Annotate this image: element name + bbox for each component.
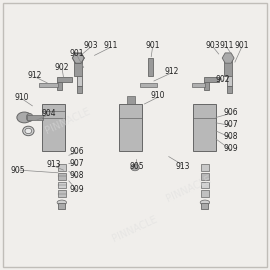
Text: 913: 913: [47, 160, 61, 169]
Text: 909: 909: [224, 144, 238, 153]
Text: 905: 905: [129, 161, 144, 171]
Text: 908: 908: [70, 171, 84, 180]
Bar: [77, 76, 82, 86]
Text: 910: 910: [151, 91, 165, 100]
Bar: [58, 203, 65, 209]
Bar: [204, 77, 219, 82]
Bar: [57, 82, 62, 90]
Text: 902: 902: [215, 75, 230, 84]
Text: 902: 902: [55, 63, 69, 72]
Text: 901: 901: [234, 41, 249, 50]
FancyBboxPatch shape: [42, 104, 65, 151]
Bar: [201, 182, 209, 188]
Text: PINNACLE: PINNACLE: [165, 174, 213, 204]
Bar: [127, 96, 135, 108]
Bar: [201, 203, 208, 209]
Text: 907: 907: [224, 120, 238, 129]
Bar: [39, 83, 58, 87]
Ellipse shape: [23, 126, 34, 136]
Text: 911: 911: [220, 41, 234, 50]
Ellipse shape: [200, 200, 210, 205]
Bar: [224, 58, 232, 76]
Ellipse shape: [128, 115, 134, 120]
Bar: [192, 83, 205, 87]
Text: 912: 912: [28, 71, 42, 80]
Text: 906: 906: [70, 147, 84, 156]
Ellipse shape: [17, 112, 32, 123]
Text: 912: 912: [164, 67, 179, 76]
Text: PINNACLE: PINNACLE: [43, 107, 92, 136]
Bar: [74, 58, 82, 76]
Text: 908: 908: [224, 132, 238, 141]
Text: 907: 907: [70, 159, 84, 168]
Ellipse shape: [57, 200, 67, 205]
Text: 901: 901: [70, 49, 84, 59]
FancyBboxPatch shape: [193, 104, 216, 151]
Bar: [58, 182, 66, 188]
Text: 903: 903: [206, 41, 221, 50]
Text: 903: 903: [83, 41, 98, 50]
Bar: [140, 83, 157, 87]
Ellipse shape: [25, 128, 32, 134]
Text: PINNACLE: PINNACLE: [111, 215, 159, 244]
Text: 913: 913: [175, 161, 190, 171]
Text: 906: 906: [224, 107, 238, 117]
FancyBboxPatch shape: [119, 104, 142, 151]
Text: 904: 904: [41, 109, 56, 118]
Text: 901: 901: [145, 41, 160, 50]
Bar: [227, 76, 232, 86]
Bar: [58, 164, 66, 171]
Bar: [227, 86, 232, 93]
Bar: [201, 173, 209, 180]
Bar: [77, 86, 82, 93]
Ellipse shape: [131, 164, 139, 171]
Bar: [57, 77, 72, 82]
Ellipse shape: [125, 112, 137, 124]
Bar: [201, 190, 209, 197]
Polygon shape: [222, 53, 234, 63]
Text: 911: 911: [103, 41, 118, 50]
Polygon shape: [72, 53, 84, 63]
Text: 909: 909: [70, 184, 84, 194]
Bar: [204, 82, 209, 90]
Ellipse shape: [122, 108, 140, 127]
Text: 910: 910: [14, 93, 29, 102]
Bar: [58, 173, 66, 180]
Bar: [148, 58, 153, 76]
Text: 905: 905: [10, 166, 25, 175]
Bar: [58, 190, 66, 197]
Bar: [201, 164, 209, 171]
Ellipse shape: [26, 113, 33, 122]
Bar: [27, 115, 43, 120]
